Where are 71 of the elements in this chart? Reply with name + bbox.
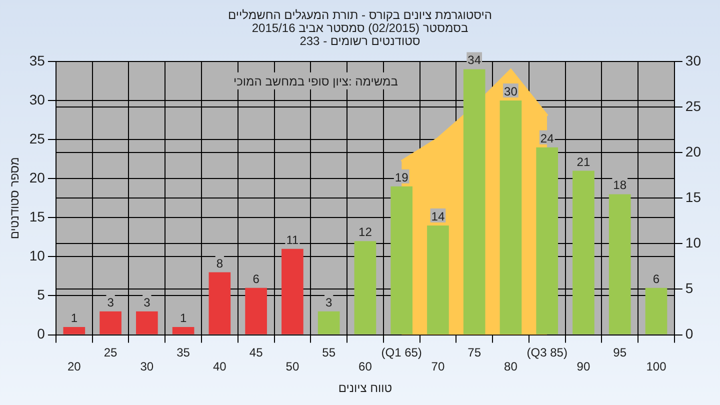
data-label: 19 bbox=[394, 170, 409, 184]
x-tick-label: 30 bbox=[140, 360, 154, 374]
data-label: 14 bbox=[431, 209, 445, 224]
x-tick-label: 35 bbox=[176, 345, 190, 360]
x-tick-label: 95 bbox=[613, 345, 627, 360]
data-label: 11 bbox=[286, 232, 299, 247]
data-label: 1 bbox=[180, 310, 187, 325]
bar bbox=[100, 311, 122, 334]
x-tick-label: 55 bbox=[322, 345, 336, 360]
bar bbox=[354, 241, 376, 334]
annotation: במשימה :ציון סופי במחשב המוכי bbox=[234, 74, 398, 88]
bar bbox=[645, 288, 668, 334]
bar bbox=[536, 147, 558, 334]
data-label: 18 bbox=[613, 178, 627, 192]
y-tick-label: 15 bbox=[29, 208, 46, 224]
bar bbox=[463, 69, 486, 334]
data-label: 6 bbox=[652, 272, 660, 286]
x-tick-label: 90 bbox=[576, 360, 590, 374]
y2-tick-label: 30 bbox=[685, 52, 702, 68]
y-tick-label: 5 bbox=[37, 286, 46, 303]
bar bbox=[572, 170, 594, 334]
bar bbox=[136, 311, 158, 334]
y-tick-label: 30 bbox=[29, 91, 46, 108]
y-tick-label: 10 bbox=[29, 248, 46, 264]
x-tick-label: 70 bbox=[431, 360, 445, 374]
y-tick-label: 35 bbox=[29, 52, 46, 68]
bar bbox=[318, 311, 340, 334]
data-label: 3 bbox=[144, 295, 151, 310]
bar bbox=[500, 100, 522, 334]
bar bbox=[282, 248, 304, 334]
x-tick-label: 25 bbox=[104, 345, 118, 360]
y-tick-label: 0 bbox=[37, 326, 46, 342]
y-axis-title: מספר סטודנטים bbox=[8, 157, 22, 240]
y2-tick-label: 15 bbox=[685, 188, 702, 205]
bar bbox=[608, 194, 631, 334]
y2-tick-label: 10 bbox=[685, 234, 702, 251]
y2-tick-label: 25 bbox=[685, 98, 702, 114]
y2-tick-label: 20 bbox=[685, 143, 702, 160]
y-tick-label: 20 bbox=[29, 169, 46, 186]
data-label: 24 bbox=[540, 131, 554, 146]
data-label: 12 bbox=[358, 225, 372, 240]
data-label: 6 bbox=[252, 272, 260, 286]
x-tick-label: (Q3 85) bbox=[526, 345, 568, 360]
x-tick-label: 50 bbox=[286, 360, 300, 374]
x-tick-label: 60 bbox=[358, 360, 372, 374]
y2-tick-label: 5 bbox=[685, 280, 694, 296]
chart-subtitle: בסמסטר (02/2015) סמסטר אביב 2015/16 סטודנטים רשומים - 233 bbox=[250, 21, 470, 48]
data-label: 3 bbox=[107, 295, 114, 310]
data-label: 1 bbox=[70, 310, 78, 325]
data-label: 34 bbox=[468, 53, 482, 68]
x-tick-label: (Q1 65) bbox=[381, 345, 422, 360]
bar bbox=[63, 326, 86, 334]
x-tick-label: 20 bbox=[67, 360, 82, 374]
data-label: 21 bbox=[576, 154, 590, 169]
data-label: 8 bbox=[216, 256, 224, 270]
x-tick-label: 40 bbox=[213, 360, 227, 374]
bar bbox=[245, 288, 267, 334]
x-tick-label: 100 bbox=[646, 360, 667, 374]
chart-title: היסטוגרמת ציונים בקורס - תורת המעגלים החשמליים bbox=[226, 8, 494, 22]
bar bbox=[390, 186, 412, 334]
y-tick-label: 25 bbox=[29, 130, 46, 146]
x-tick-label: 80 bbox=[504, 360, 518, 374]
x-tick-label: 75 bbox=[468, 345, 482, 360]
bar bbox=[172, 326, 194, 334]
bar bbox=[427, 225, 449, 334]
y2-tick-label: 0 bbox=[685, 326, 694, 342]
x-tick-label: 45 bbox=[249, 345, 264, 360]
data-label: 30 bbox=[504, 84, 518, 98]
data-label: 3 bbox=[325, 295, 332, 310]
bar bbox=[208, 272, 231, 334]
x-axis-title: טווח ציונים bbox=[338, 381, 392, 396]
